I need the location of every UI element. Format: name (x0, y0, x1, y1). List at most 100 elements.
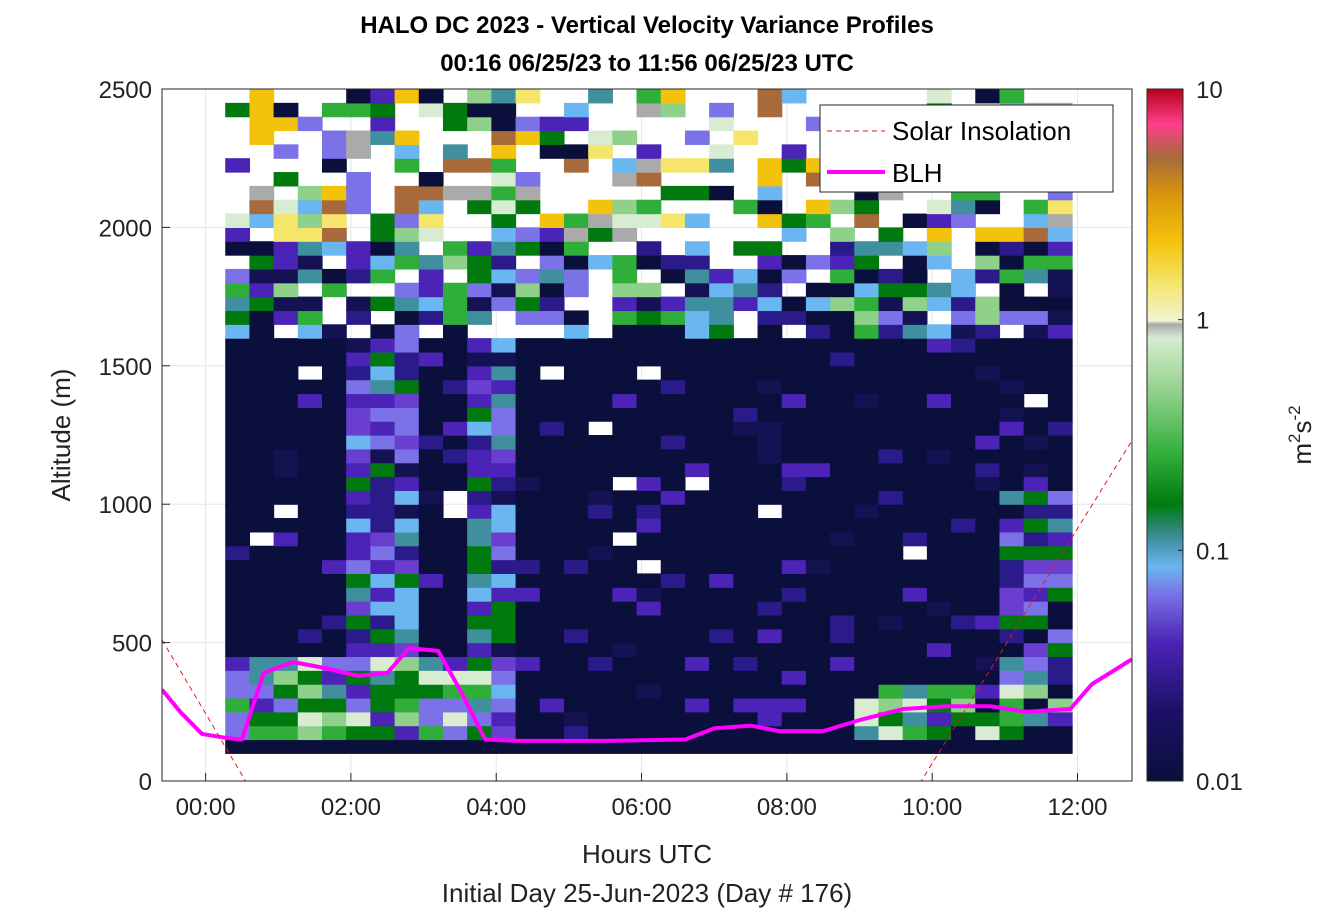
heatmap-cell (805, 448, 831, 464)
heatmap-cell (297, 462, 323, 478)
heatmap-cell (612, 504, 638, 519)
heatmap-cell (612, 628, 638, 644)
heatmap-cell (321, 227, 347, 242)
heatmap-cell (902, 407, 928, 422)
heatmap-cell (588, 518, 613, 533)
heatmap-cell (975, 268, 1001, 284)
heatmap-cell (225, 559, 251, 574)
heatmap-cell (830, 642, 855, 658)
heatmap-cell (999, 601, 1025, 616)
heatmap-cell (1023, 199, 1049, 215)
heatmap-cell (539, 448, 565, 464)
heatmap-cell (781, 476, 807, 491)
heatmap-cell (684, 711, 710, 727)
heatmap-cell (757, 435, 783, 450)
heatmap-cell (805, 504, 831, 519)
heatmap-cell (854, 421, 880, 436)
heatmap-cell (612, 130, 638, 145)
heatmap-cell (636, 255, 662, 270)
heatmap-cell (636, 241, 662, 256)
heatmap-cell (370, 324, 396, 339)
heatmap-cell (321, 393, 347, 408)
heatmap-cell (394, 324, 420, 339)
heatmap-cell (297, 670, 323, 685)
heatmap-cell (709, 435, 734, 450)
heatmap-cell (515, 199, 541, 215)
heatmap-cell (346, 684, 371, 699)
heatmap-cell (297, 587, 323, 602)
heatmap-cell (273, 310, 299, 325)
heatmap-cell (394, 448, 420, 464)
heatmap-cell (225, 268, 251, 284)
heatmap-cell (442, 116, 468, 132)
heatmap-cell (249, 587, 275, 602)
heatmap-cell (321, 697, 347, 713)
heatmap-cell (684, 351, 710, 367)
heatmap-cell (878, 448, 904, 464)
heatmap-cell (660, 324, 686, 339)
heatmap-cell (951, 476, 976, 491)
heatmap-cell (733, 697, 759, 713)
heatmap-cell (660, 351, 686, 367)
heatmap-cell (491, 490, 517, 505)
heatmap-cell (467, 697, 492, 713)
heatmap-cell (491, 739, 517, 754)
heatmap-cell (805, 587, 831, 602)
heatmap-cell (1023, 351, 1049, 367)
heatmap-cell (926, 587, 952, 602)
heatmap-cell (951, 435, 976, 450)
heatmap-cell (854, 684, 880, 699)
heatmap-cell (563, 310, 589, 325)
heatmap-cell (588, 448, 613, 464)
heatmap-cell (660, 739, 686, 754)
heatmap-cell (975, 462, 1001, 478)
heatmap-cell (563, 282, 589, 298)
heatmap-cell (1047, 490, 1073, 505)
heatmap-cell (563, 601, 589, 616)
heatmap-cell (346, 559, 371, 574)
heatmap-cell (225, 282, 251, 298)
heatmap-cell (781, 255, 807, 270)
heatmap-cell (249, 199, 275, 215)
heatmap-cell (878, 435, 904, 450)
heatmap-cell (878, 379, 904, 395)
heatmap-cell (491, 89, 517, 104)
heatmap-cell (370, 407, 396, 422)
heatmap-cell (225, 476, 251, 491)
heatmap-cell (709, 587, 734, 602)
heatmap-cell (878, 227, 904, 242)
heatmap-cell (975, 296, 1001, 312)
heatmap-cell (297, 296, 323, 312)
heatmap-cell (370, 227, 396, 242)
heatmap-cell (612, 282, 638, 298)
heatmap-cell (225, 407, 251, 422)
heatmap-cell (418, 573, 444, 588)
heatmap-cell (491, 587, 517, 602)
heatmap-cell (636, 213, 662, 228)
heatmap-cell (370, 545, 396, 561)
heatmap-cell (442, 614, 468, 630)
heatmap-cell (297, 241, 323, 256)
heatmap-cell (636, 628, 662, 644)
heatmap-cell (999, 421, 1025, 436)
heatmap-cell (660, 435, 686, 450)
heatmap-cell (902, 435, 928, 450)
heatmap-cell (757, 587, 783, 602)
heatmap-cell (539, 421, 565, 436)
heatmap-cell (636, 144, 662, 159)
heatmap-cell (709, 421, 734, 436)
heatmap-cell (321, 435, 347, 450)
heatmap-cell (612, 545, 638, 561)
heatmap-cell (418, 310, 444, 325)
heatmap-cell (902, 587, 928, 602)
heatmap-cell (225, 379, 251, 395)
heatmap-cell (805, 255, 831, 270)
heatmap-cell (588, 587, 613, 602)
heatmap-cell (709, 531, 734, 547)
heatmap-cell (1023, 642, 1049, 658)
heatmap-cell (636, 421, 662, 436)
heatmap-cell (370, 739, 396, 754)
heatmap-cell (902, 213, 928, 228)
heatmap-cell (394, 711, 420, 727)
heatmap-cell (612, 393, 638, 408)
